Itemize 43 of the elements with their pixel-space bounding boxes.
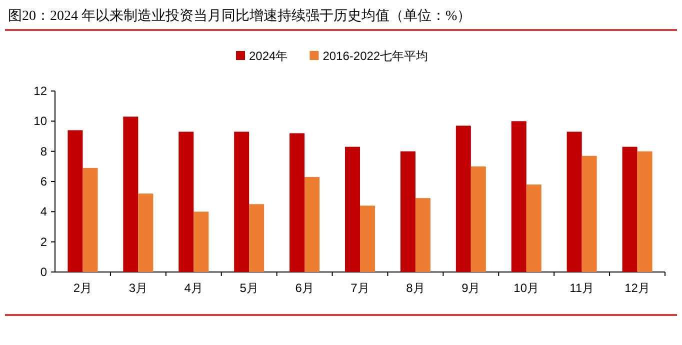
bar xyxy=(178,132,194,272)
chart-title: 图20：2024 年以来制造业投资当月同比增速持续强于历史均值（单位：%） xyxy=(8,8,472,24)
bar xyxy=(304,176,320,272)
bar xyxy=(234,132,250,272)
bar xyxy=(637,151,652,272)
bar xyxy=(360,206,375,272)
bar xyxy=(470,166,486,272)
y-tick-label: 6 xyxy=(40,174,48,188)
y-tick-label: 4 xyxy=(40,204,48,219)
bar xyxy=(511,121,526,272)
bar xyxy=(400,151,416,272)
x-tick-label: 10月 xyxy=(514,281,540,295)
x-tick-label: 5月 xyxy=(240,281,258,295)
y-tick-label: 10 xyxy=(34,114,48,128)
bar xyxy=(82,168,98,272)
legend-label: 2024年 xyxy=(249,49,288,63)
bar xyxy=(566,132,582,272)
x-tick-label: 4月 xyxy=(184,281,203,295)
x-tick-label: 9月 xyxy=(462,281,480,295)
bar xyxy=(290,133,305,272)
bar xyxy=(138,194,154,272)
legend-label: 2016-2022七年平均 xyxy=(322,49,428,63)
x-tick-label: 3月 xyxy=(128,281,148,295)
bar xyxy=(194,212,209,272)
bar xyxy=(249,204,264,272)
x-tick-label: 12月 xyxy=(624,281,650,295)
bar xyxy=(456,126,471,272)
x-tick-label: 2月 xyxy=(73,281,92,295)
bar xyxy=(526,184,542,272)
y-tick-label: 8 xyxy=(40,144,48,158)
x-tick-label: 11月 xyxy=(570,281,594,295)
y-tick-label: 2 xyxy=(40,234,48,249)
x-tick-label: 6月 xyxy=(295,281,314,295)
x-tick-label: 7月 xyxy=(350,281,370,295)
bar xyxy=(123,116,138,272)
bar xyxy=(68,130,83,272)
bar xyxy=(582,156,597,272)
bar xyxy=(345,146,360,272)
bar xyxy=(415,198,430,272)
y-tick-label: 0 xyxy=(40,265,48,279)
y-tick-label: 12 xyxy=(34,84,48,98)
bar xyxy=(622,146,638,272)
x-tick-label: 8月 xyxy=(406,281,425,295)
